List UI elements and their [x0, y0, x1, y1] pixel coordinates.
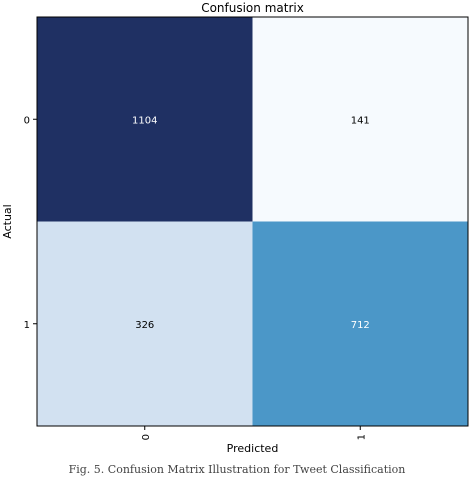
matrix-cell-r0-c0 — [37, 17, 253, 222]
matrix-cell-r1-c0 — [37, 221, 253, 426]
cell-value-r1-c1: 712 — [351, 320, 370, 331]
x-axis-label: Predicted — [227, 442, 279, 455]
figure-caption: Fig. 5. Confusion Matrix Illustration fo… — [68, 463, 406, 476]
matrix-cell-r1-c1 — [252, 221, 468, 426]
chart-title: Confusion matrix — [201, 1, 304, 15]
y-tick-label-0: 0 — [24, 115, 30, 126]
cell-value-r0-c0: 1104 — [132, 115, 157, 126]
y-axis-label: Actual — [1, 204, 14, 238]
matrix-cell-r0-c1 — [252, 17, 468, 222]
y-tick-label-1: 1 — [24, 320, 30, 331]
plot-frame — [36, 16, 469, 427]
cell-value-r1-c0: 326 — [135, 320, 154, 331]
x-tick-label-0: 0 — [141, 434, 152, 440]
x-tick-label-1: 1 — [356, 434, 367, 440]
cell-value-r0-c1: 141 — [351, 115, 370, 126]
